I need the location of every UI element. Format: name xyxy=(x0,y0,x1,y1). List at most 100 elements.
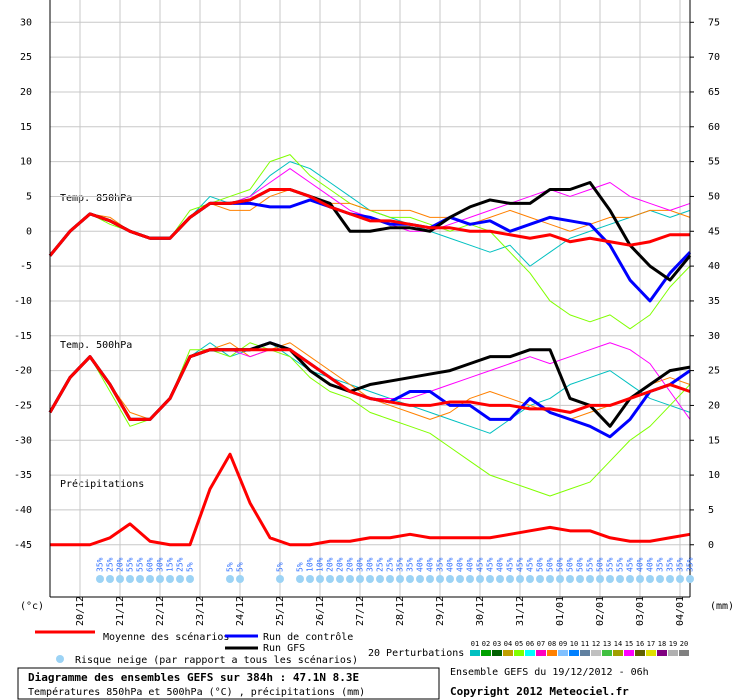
footer-title: Diagramme des ensembles GEFS sur 384h : … xyxy=(28,671,359,684)
legend-member-swatch xyxy=(591,650,601,656)
x-tick-label: 30/12 xyxy=(475,596,486,626)
snow-label: 40% xyxy=(426,557,435,572)
snow-marker xyxy=(96,575,104,583)
snow-label: 5% xyxy=(236,562,245,572)
snow-marker xyxy=(606,575,614,583)
snow-marker xyxy=(686,575,694,583)
snow-marker xyxy=(666,575,674,583)
legend-member-swatch xyxy=(613,650,623,656)
snow-label: 50% xyxy=(596,557,605,572)
legend-member-label: 18 xyxy=(658,640,666,648)
snow-marker xyxy=(436,575,444,583)
y-tick-label: -25 xyxy=(14,400,32,411)
snow-label: 30% xyxy=(366,557,375,572)
legend-member-swatch xyxy=(602,650,612,656)
legend-member-swatch xyxy=(668,650,678,656)
snow-label: 5% xyxy=(296,562,305,572)
footer-box xyxy=(17,667,440,700)
snow-marker xyxy=(476,575,484,583)
legend-member-swatch xyxy=(547,650,557,656)
y-tick-label: -15 xyxy=(14,331,32,342)
legend-member-label: 04 xyxy=(504,640,512,648)
snow-marker xyxy=(166,575,174,583)
y2-tick-label: 15 xyxy=(708,435,720,446)
snow-label: 35% xyxy=(656,557,665,572)
y2-axis-label: (mm) xyxy=(710,601,734,612)
snow-marker xyxy=(446,575,454,583)
snow-label: 50% xyxy=(566,557,575,572)
series-line xyxy=(50,452,691,547)
snow-label: 50% xyxy=(556,557,565,572)
x-tick-label: 01/01 xyxy=(555,596,566,626)
y-tick-label: -5 xyxy=(20,261,32,272)
snow-label: 20% xyxy=(336,557,345,572)
run-info: Ensemble GEFS du 19/12/2012 - 06h xyxy=(450,667,649,678)
snow-marker xyxy=(426,575,434,583)
legend-member-label: 06 xyxy=(526,640,534,648)
legend-member-swatch xyxy=(492,650,502,656)
y2-tick-label: 40 xyxy=(708,261,720,272)
x-tick-label: 02/01 xyxy=(595,596,606,626)
snow-marker xyxy=(316,575,324,583)
snow-marker xyxy=(116,575,124,583)
snow-marker xyxy=(306,575,314,583)
snow-label: 25% xyxy=(176,557,185,572)
snow-label: 20% xyxy=(326,557,335,572)
snow-label: 35% xyxy=(676,557,685,572)
snow-marker xyxy=(586,575,594,583)
x-tick-label: 21/12 xyxy=(115,596,126,626)
snow-label: 45% xyxy=(506,557,515,572)
x-tick-label: 20/12 xyxy=(75,596,86,626)
snow-label: 35% xyxy=(96,557,105,572)
x-tick-label: 31/12 xyxy=(515,596,526,626)
snow-label: 35% xyxy=(396,557,405,572)
snow-marker xyxy=(616,575,624,583)
x-tick-label: 29/12 xyxy=(435,596,446,626)
snow-label: 30% xyxy=(156,557,165,572)
y-tick-label: -35 xyxy=(14,470,32,481)
y-tick-label: 15 xyxy=(20,122,32,133)
legend-member-label: 10 xyxy=(570,640,578,648)
y-axis-label: (°c) xyxy=(20,601,44,612)
snow-label: 30% xyxy=(356,557,365,572)
y-tick-label: 20 xyxy=(20,87,32,98)
snow-marker xyxy=(386,575,394,583)
x-tick-label: 22/12 xyxy=(155,596,166,626)
y2-tick-label: 20 xyxy=(708,400,720,411)
snow-label: 50% xyxy=(546,557,555,572)
snow-marker xyxy=(556,575,564,583)
snow-marker xyxy=(136,575,144,583)
snow-label: 25% xyxy=(106,557,115,572)
snow-label: 40% xyxy=(446,557,455,572)
snow-label: 40% xyxy=(636,557,645,572)
x-tick-label: 26/12 xyxy=(315,596,326,626)
line-layer xyxy=(48,154,692,547)
legend-snow xyxy=(56,655,64,663)
snow-marker xyxy=(406,575,414,583)
snow-marker xyxy=(376,575,384,583)
snow-marker xyxy=(566,575,574,583)
snow-label: 50% xyxy=(576,557,585,572)
y2-tick-label: 0 xyxy=(708,540,714,551)
legend-label: 20 Perturbations xyxy=(368,648,464,659)
legend-member-swatch xyxy=(657,650,667,656)
snow-label: 45% xyxy=(626,557,635,572)
legend-member-label: 01 xyxy=(471,640,479,648)
snow-marker xyxy=(356,575,364,583)
snow-label: 55% xyxy=(606,557,615,572)
snow-label: 35% xyxy=(666,557,675,572)
y2-tick-label: 60 xyxy=(708,122,720,133)
snow-label: 55% xyxy=(126,557,135,572)
snow-label: 35% xyxy=(406,557,415,572)
legend-member-label: 09 xyxy=(559,640,567,648)
snow-marker xyxy=(326,575,334,583)
y-tick-label: 10 xyxy=(20,157,32,168)
legend-member-label: 14 xyxy=(614,640,622,648)
snow-marker xyxy=(336,575,344,583)
legend-member-label: 15 xyxy=(625,640,633,648)
snow-label: 40% xyxy=(456,557,465,572)
legend-member-swatch xyxy=(470,650,480,656)
snow-label: 25% xyxy=(386,557,395,572)
legend-member-label: 05 xyxy=(515,640,523,648)
